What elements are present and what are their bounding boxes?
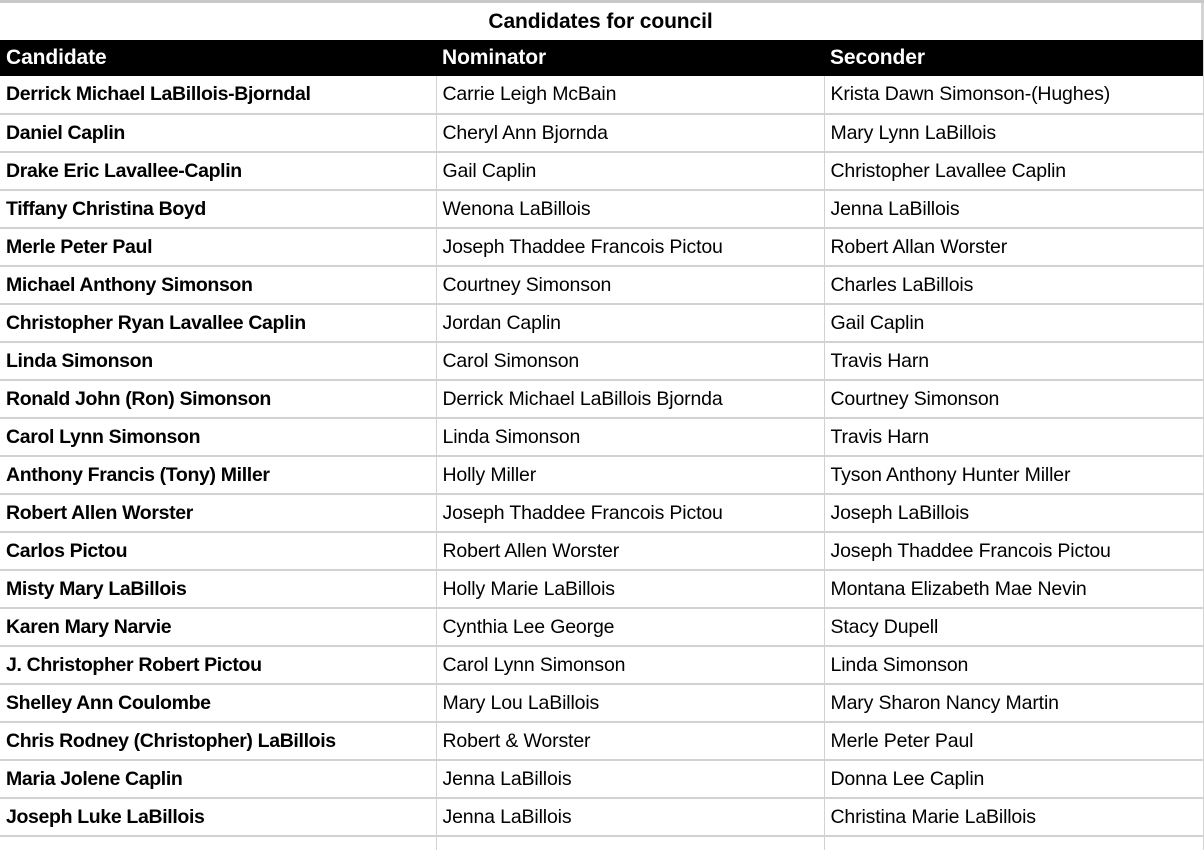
cell-nominator: Mary Lou LaBillois	[436, 684, 825, 723]
cell-nominator: Robert & Worster	[436, 722, 825, 761]
table-row: Misty Mary LaBillois Holly Marie LaBilloi…	[0, 570, 1204, 609]
cell-seconder: Montana Elizabeth Mae Nevin	[824, 570, 1204, 609]
cell-seconder: Krista Dawn Simonson-(Hughes)	[824, 76, 1204, 115]
cell-nominator: Jenna LaBillois	[436, 798, 825, 837]
cell-seconder	[824, 836, 1204, 850]
table-row: Robert Allen Worster Joseph Thaddee Franc…	[0, 494, 1204, 533]
table-row: Derrick Michael LaBillois-Bjorndal Carrie…	[0, 76, 1204, 115]
cell-nominator: Wenona LaBillois	[436, 190, 825, 229]
column-header-nominator: Nominator	[436, 40, 824, 76]
page-title-bar: Candidates for council	[0, 3, 1204, 40]
cell-seconder: Mary Lynn LaBillois	[824, 114, 1204, 153]
cell-seconder: Charles LaBillois	[824, 266, 1204, 305]
cell-candidate: Joseph Luke LaBillois	[0, 798, 437, 837]
cell-candidate: Michael Anthony Simonson	[0, 266, 437, 305]
table-row: Carlos Pictou Robert Allen Worster Joseph …	[0, 532, 1204, 571]
table-row: Tiffany Christina Boyd Wenona LaBillois Je…	[0, 190, 1204, 229]
cell-nominator: Linda Simonson	[436, 418, 825, 457]
table-row: Joseph Luke LaBillois Jenna LaBillois Chri…	[0, 798, 1204, 837]
cell-seconder: Gail Caplin	[824, 304, 1204, 343]
table-row: Carol Lynn Simonson Linda Simonson Travis …	[0, 418, 1204, 457]
cell-seconder: Courtney Simonson	[824, 380, 1204, 419]
table-row: J. Christopher Robert Pictou Carol Lynn S…	[0, 646, 1204, 685]
cell-nominator: Carol Simonson	[436, 342, 825, 381]
cell-seconder: Travis Harn	[824, 418, 1204, 457]
page-title: Candidates for council	[488, 9, 713, 33]
cell-nominator: Derrick Michael LaBillois Bjornda	[436, 380, 825, 419]
column-header-candidate: Candidate	[0, 40, 436, 76]
cell-seconder: Robert Allan Worster	[824, 228, 1204, 267]
cell-candidate: Tiffany Christina Boyd	[0, 190, 437, 229]
cell-seconder: Jenna LaBillois	[824, 190, 1204, 229]
cell-candidate: Linda Simonson	[0, 342, 437, 381]
table-row: Shelley Ann Coulombe Mary Lou LaBillois Ma…	[0, 684, 1204, 723]
cell-nominator: Joseph Thaddee Francois Pictou	[436, 494, 825, 533]
cell-seconder: Merle Peter Paul	[824, 722, 1204, 761]
cell-candidate: Maria Jolene Caplin	[0, 760, 437, 799]
cell-candidate: Anthony Francis (Tony) Miller	[0, 456, 437, 495]
cell-candidate: Robert Allen Worster	[0, 494, 437, 533]
cell-nominator: Carol Lynn Simonson	[436, 646, 825, 685]
cell-candidate: Ronald John (Ron) Simonson	[0, 380, 437, 419]
table-row: Maria Jolene Caplin Jenna LaBillois Donna …	[0, 760, 1204, 799]
cell-candidate: Drake Eric Lavallee-Caplin	[0, 152, 437, 191]
cell-seconder: Mary Sharon Nancy Martin	[824, 684, 1204, 723]
table-row: Ronald John (Ron) Simonson Derrick Michae…	[0, 380, 1204, 419]
cell-seconder: Donna Lee Caplin	[824, 760, 1204, 799]
cell-nominator: Holly Miller	[436, 456, 825, 495]
table-row: Michael Anthony Simonson Courtney Simonso…	[0, 266, 1204, 305]
cell-nominator: Carrie Leigh McBain	[436, 76, 825, 115]
cell-seconder: Linda Simonson	[824, 646, 1204, 685]
table-header-row: Candidate Nominator Seconder	[0, 40, 1204, 76]
table-row: Christopher Ryan Lavallee Caplin Jordan C…	[0, 304, 1204, 343]
candidates-table: Candidate Nominator Seconder Derrick Mic…	[0, 40, 1204, 850]
cell-candidate: Daniel Caplin	[0, 114, 437, 153]
cell-nominator: Holly Marie LaBillois	[436, 570, 825, 609]
cell-candidate: Christopher Ryan Lavallee Caplin	[0, 304, 437, 343]
table-row: Anthony Francis (Tony) Miller Holly Mille…	[0, 456, 1204, 495]
table-row: Drake Eric Lavallee-Caplin Gail Caplin Chr…	[0, 152, 1204, 191]
column-header-seconder: Seconder	[824, 40, 1204, 76]
cell-candidate: Karen Mary Narvie	[0, 608, 437, 647]
cell-candidate: Merle Peter Paul	[0, 228, 437, 267]
cell-candidate: Carlos Pictou	[0, 532, 437, 571]
cell-nominator: Cynthia Lee George	[436, 608, 825, 647]
cell-seconder: Christopher Lavallee Caplin	[824, 152, 1204, 191]
cell-nominator: Cheryl Ann Bjornda	[436, 114, 825, 153]
cell-seconder: Travis Harn	[824, 342, 1204, 381]
cell-nominator: Joseph Thaddee Francois Pictou	[436, 228, 825, 267]
cell-seconder: Joseph LaBillois	[824, 494, 1204, 533]
table-row: Chris Rodney (Christopher) LaBillois Robe…	[0, 722, 1204, 761]
cell-candidate: Misty Mary LaBillois	[0, 570, 437, 609]
cell-candidate: Chris Rodney (Christopher) LaBillois	[0, 722, 437, 761]
cell-nominator	[436, 836, 825, 850]
table-row: Daniel Caplin Cheryl Ann Bjornda Mary Lynn…	[0, 114, 1204, 153]
cell-seconder: Tyson Anthony Hunter Miller	[824, 456, 1204, 495]
cell-nominator: Jordan Caplin	[436, 304, 825, 343]
cell-candidate: J. Christopher Robert Pictou	[0, 646, 437, 685]
cell-nominator: Courtney Simonson	[436, 266, 825, 305]
cell-seconder: Stacy Dupell	[824, 608, 1204, 647]
table-row	[0, 836, 1204, 850]
cell-candidate	[0, 836, 437, 850]
table-row: Karen Mary Narvie Cynthia Lee George Stacy…	[0, 608, 1204, 647]
cell-nominator: Jenna LaBillois	[436, 760, 825, 799]
cell-nominator: Gail Caplin	[436, 152, 825, 191]
cell-candidate: Carol Lynn Simonson	[0, 418, 437, 457]
cell-seconder: Christina Marie LaBillois	[824, 798, 1204, 837]
table-body: Derrick Michael LaBillois-Bjorndal Carrie…	[0, 76, 1204, 850]
table-row: Merle Peter Paul Joseph Thaddee Francois …	[0, 228, 1204, 267]
cell-candidate: Shelley Ann Coulombe	[0, 684, 437, 723]
cell-candidate: Derrick Michael LaBillois-Bjorndal	[0, 76, 437, 115]
table-row: Linda Simonson Carol Simonson Travis Harn	[0, 342, 1204, 381]
cell-nominator: Robert Allen Worster	[436, 532, 825, 571]
cell-seconder: Joseph Thaddee Francois Pictou	[824, 532, 1204, 571]
table-header: Candidate Nominator Seconder	[0, 40, 1204, 76]
